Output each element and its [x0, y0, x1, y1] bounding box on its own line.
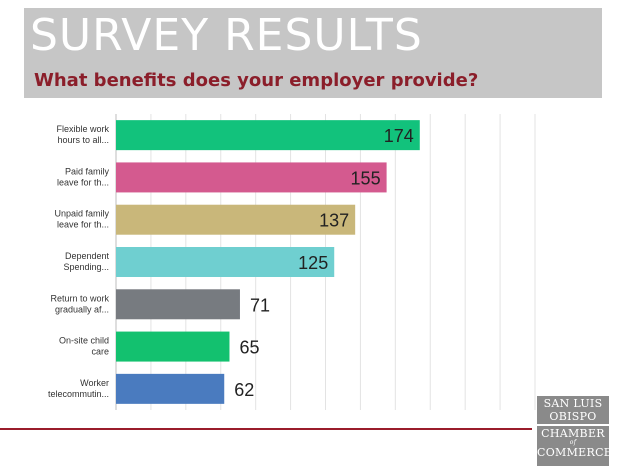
category-label: Dependent Spending... [63, 251, 109, 272]
logo-line-3: CHAMBER [541, 427, 605, 440]
bar [116, 373, 225, 404]
bar-value-label: 137 [319, 211, 349, 231]
chamber-logo: SAN LUIS OBISPO CHAMBER of COMMERCE [537, 396, 613, 466]
logo-line-1: SAN LUIS [543, 397, 603, 410]
bar [116, 162, 387, 193]
logo-box-top: SAN LUIS OBISPO [537, 396, 609, 424]
header-banner: SURVEY RESULTS What benefits does your e… [24, 8, 602, 98]
logo-line-4: of [569, 439, 577, 446]
bar-value-label: 174 [384, 126, 414, 146]
bar [116, 247, 335, 277]
page-title: SURVEY RESULTS [30, 10, 423, 61]
logo-box-bottom: CHAMBER of COMMERCE [537, 426, 613, 466]
category-label: Worker telecommutin... [48, 378, 109, 399]
bar-value-label: 155 [351, 168, 381, 188]
logo-line-5: COMMERCE [537, 446, 613, 459]
category-label: Paid family leave for th... [57, 166, 110, 187]
category-label: Unpaid family leave for th... [54, 209, 109, 230]
bar-value-label: 65 [239, 338, 259, 358]
bar-value-label: 62 [234, 380, 254, 400]
category-label: Flexible work hours to all... [56, 124, 109, 145]
category-label: Return to work gradually af... [50, 293, 109, 314]
footer-rule [0, 428, 532, 430]
bar [116, 204, 356, 235]
bar [116, 289, 240, 320]
logo-line-2: OBISPO [549, 410, 597, 423]
bar [116, 120, 420, 151]
page-subtitle: What benefits does your employer provide… [34, 70, 479, 91]
bar [116, 331, 230, 362]
bar-value-label: 71 [250, 295, 270, 315]
category-label: On-site child care [59, 336, 109, 357]
bar-value-label: 125 [298, 253, 328, 273]
